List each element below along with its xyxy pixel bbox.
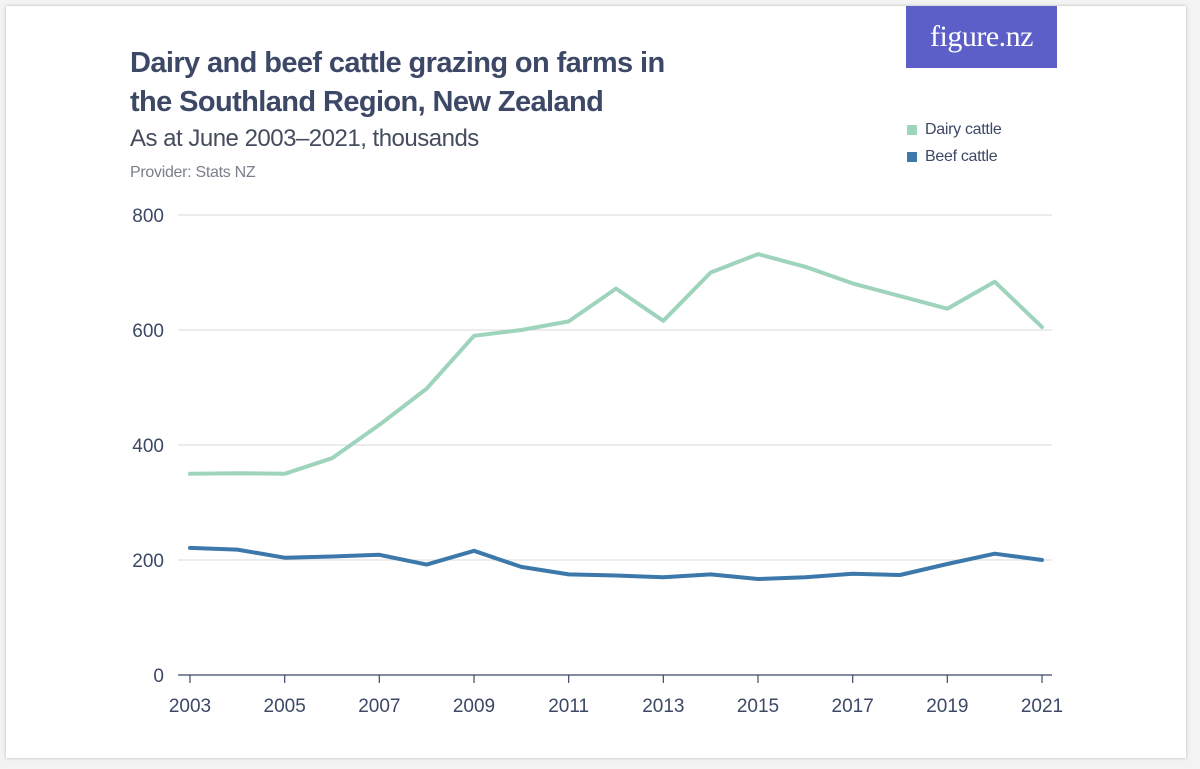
y-tick-label-400: 400	[132, 436, 164, 457]
gridlines	[178, 214, 1052, 561]
chart-subtitle: As at June 2003–2021, thousands	[130, 125, 479, 152]
x-tick-label-2013: 2013	[642, 696, 684, 717]
chart-legend: Dairy cattle Beef cattle	[907, 116, 1002, 170]
legend-label-dairy: Dairy cattle	[925, 120, 1002, 138]
series-lines	[188, 252, 1044, 581]
x-axis	[178, 674, 1052, 683]
x-tick-label-2021: 2021	[1021, 696, 1063, 717]
figure-nz-logo[interactable]: figure.nz	[906, 6, 1057, 68]
x-tick-label-2019: 2019	[926, 696, 968, 717]
legend-item-beef: Beef cattle	[907, 143, 1001, 170]
x-tick-label-2015: 2015	[737, 696, 779, 717]
y-tick-label-200: 200	[132, 551, 164, 572]
legend-swatch-dairy	[907, 124, 917, 135]
legend-label-beef: Beef cattle	[925, 147, 998, 165]
x-tick-label-2003: 2003	[169, 696, 211, 717]
x-tick-label-2005: 2005	[264, 696, 306, 717]
x-tick-label-2017: 2017	[832, 696, 874, 717]
y-tick-label-0: 0	[153, 666, 164, 687]
legend-item-dairy: Dairy cattle	[907, 116, 1002, 143]
x-tick-label-2009: 2009	[453, 696, 495, 717]
x-tick-label-2011: 2011	[548, 696, 589, 717]
series-line-beef-cattle	[188, 545, 1044, 581]
chart-card: Dairy and beef cattle grazing on farms i…	[6, 6, 1186, 758]
y-tick-label-800: 800	[132, 206, 164, 227]
y-tick-label-600: 600	[132, 321, 164, 342]
data-provider: Provider: Stats NZ	[130, 164, 256, 181]
series-line-dairy-cattle	[188, 252, 1044, 476]
tick-labels: 0 200 400 600 800 2003 2005 2007 2009 2011 2013 201…	[132, 206, 1063, 717]
legend-swatch-beef	[907, 151, 917, 162]
chart-title: Dairy and beef cattle grazing on farms i…	[130, 47, 665, 118]
x-tick-label-2007: 2007	[358, 696, 400, 717]
